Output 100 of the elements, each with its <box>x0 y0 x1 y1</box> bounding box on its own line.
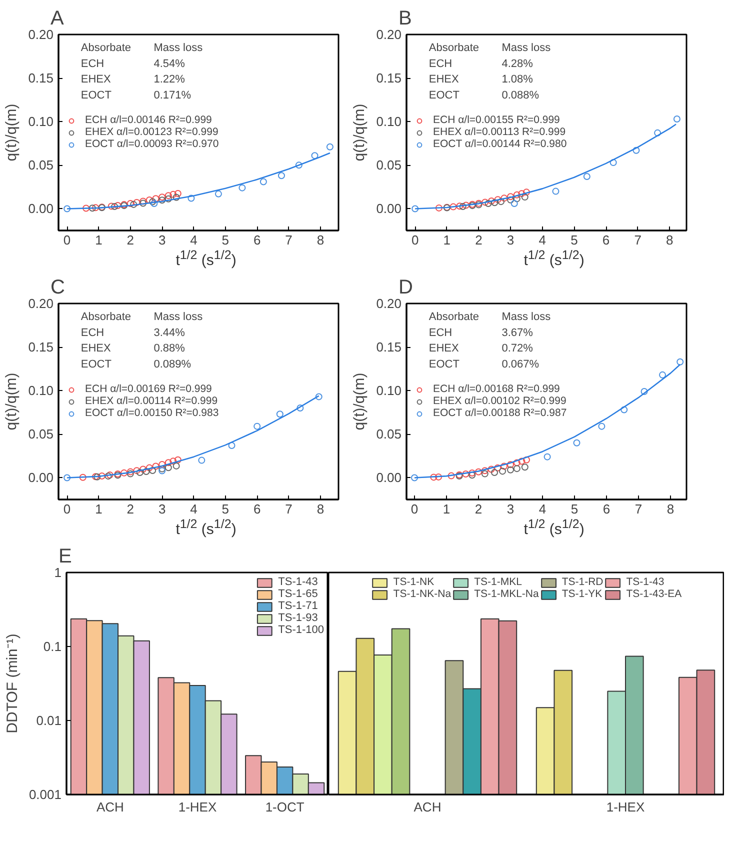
point <box>488 197 495 204</box>
legend-label: TS-1-43-EA <box>626 588 682 600</box>
legend-label: ECH α/l=0.00169 R²=0.999 <box>85 383 212 395</box>
y-tick-label: 0.05 <box>28 426 54 442</box>
point <box>488 466 495 473</box>
annotation: 0.171% <box>154 89 192 102</box>
y-tick-label: 0.10 <box>28 114 54 130</box>
point <box>481 467 488 474</box>
annotation: Mass loss <box>502 311 552 324</box>
point <box>459 203 466 210</box>
point <box>640 388 648 395</box>
x-tick-label: 7 <box>634 502 642 516</box>
y-tick-label: 0.20 <box>376 27 402 42</box>
y-tick-label: 0.05 <box>376 426 402 442</box>
y-axis-title: DDTOF (min⁻¹) <box>4 634 21 734</box>
annotation: EHEX <box>80 342 112 355</box>
annotation: 0.089% <box>154 358 192 370</box>
annotation: ECH <box>80 58 104 70</box>
point <box>172 462 180 470</box>
point <box>513 191 520 198</box>
y-tick-label: 0.20 <box>376 296 402 311</box>
annotation: EOCT <box>428 89 460 102</box>
point <box>130 200 138 208</box>
x-tick-label: 2 <box>475 232 482 248</box>
point <box>435 204 442 212</box>
point <box>518 190 526 198</box>
point <box>198 456 206 464</box>
annotation: Mass loss <box>502 42 552 54</box>
point <box>673 116 680 122</box>
point <box>462 470 470 478</box>
x-tick-label: 7 <box>285 502 292 516</box>
point <box>158 196 166 204</box>
y-tick-label: 0.05 <box>376 158 402 173</box>
point <box>260 178 267 186</box>
x-tick-label: 5 <box>222 232 230 248</box>
x-tick-label: 4 <box>190 502 198 516</box>
annotation: 4.54% <box>154 58 186 70</box>
annotation: EOCT <box>80 358 112 370</box>
x-tick-label: 8 <box>666 502 674 516</box>
annotation: EHEX <box>80 74 112 86</box>
annotation: ECH <box>80 326 104 339</box>
y-tick-label: 0.15 <box>28 70 54 86</box>
legend-label: EOCT α/l=0.00093 R²=0.970 <box>85 138 219 150</box>
point <box>456 202 464 210</box>
point <box>152 462 160 470</box>
point <box>326 143 334 150</box>
x-tick-label: 6 <box>602 502 610 516</box>
x-tick-label: 6 <box>253 232 261 248</box>
point <box>164 195 172 202</box>
x-tick-label: 8 <box>316 502 324 516</box>
point <box>64 205 71 212</box>
legend-label: EHEX α/l=0.00102 R²=0.999 <box>433 395 566 407</box>
legend-label: EOCT α/l=0.00188 R²=0.987 <box>433 407 567 419</box>
annotation: 0.088% <box>502 89 540 102</box>
y-tick-label: 0.20 <box>28 27 54 42</box>
point <box>254 422 261 430</box>
point <box>513 465 520 472</box>
x-tick-label: 0 <box>411 232 419 248</box>
x-axis-title: t$^{1/2}$ (s$^{1/2}$) <box>524 247 584 271</box>
x-tick-label: 0 <box>63 502 71 516</box>
point <box>82 204 90 212</box>
y-tick-label: 0.10 <box>376 114 402 130</box>
y-tick-label: 0.001 <box>28 787 62 802</box>
point <box>450 203 457 210</box>
annotation: 0.067% <box>502 358 540 370</box>
point <box>521 194 528 201</box>
annotation: 0.72% <box>502 342 534 355</box>
y-tick-label: 0.00 <box>376 470 402 486</box>
point <box>598 422 606 430</box>
legend-label: TS-1-NK-Na <box>393 588 452 600</box>
point <box>64 474 71 482</box>
point <box>170 458 177 465</box>
y-tick-label: 0.10 <box>28 383 54 398</box>
point <box>79 474 86 481</box>
point <box>276 410 284 418</box>
point <box>92 204 100 212</box>
legend-label: EHEX α/l=0.00114 R²=0.999 <box>85 395 218 407</box>
chart-title: A <box>50 8 64 30</box>
line-series <box>66 152 331 210</box>
point <box>500 462 508 470</box>
point <box>507 196 514 204</box>
point <box>98 472 106 480</box>
legend-label: TS-1-NK <box>393 576 434 588</box>
point <box>88 204 96 212</box>
y-tick-label: 0.15 <box>376 340 402 355</box>
legend-label: TS-1-MKL-Na <box>474 588 539 600</box>
point <box>659 371 666 378</box>
point <box>174 456 182 464</box>
legend-label: ECH α/l=0.00155 R²=0.999 <box>433 114 560 126</box>
point <box>411 474 418 482</box>
legend-label: TS-1-43 <box>278 576 318 588</box>
point <box>170 190 177 198</box>
point <box>620 406 628 414</box>
point <box>295 162 302 169</box>
point <box>513 195 520 202</box>
point <box>111 203 118 210</box>
x-tick-label: 3 <box>158 502 166 516</box>
point <box>152 195 160 202</box>
point <box>158 460 166 468</box>
point <box>172 194 180 201</box>
